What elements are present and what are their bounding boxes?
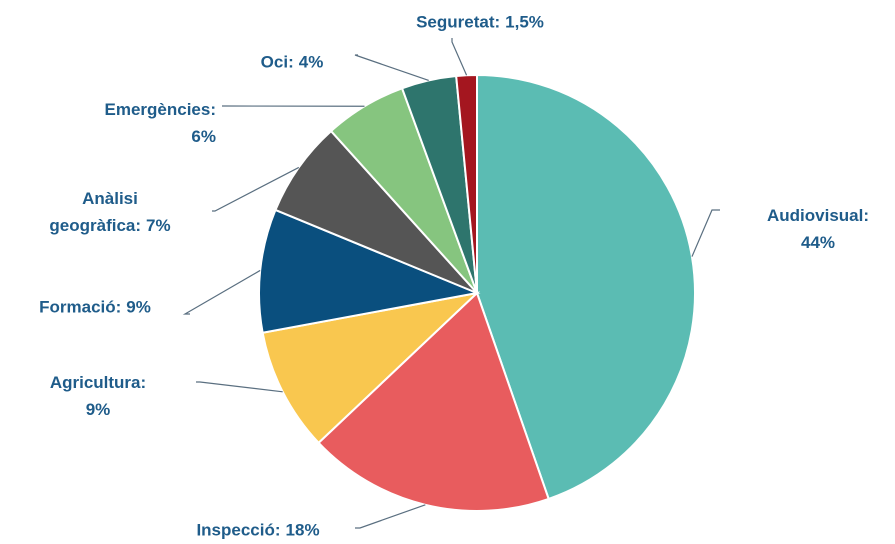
value-label: 1,5% — [505, 12, 544, 32]
slice-label: Inspecció: 18% — [158, 517, 358, 544]
category-label: Anàlisi geogràfica: — [49, 189, 142, 235]
category-label: Oci: — [260, 52, 294, 72]
leader-line — [355, 504, 426, 529]
leader-line — [451, 38, 468, 76]
category-label: Seguretat: — [416, 12, 501, 32]
value-label: 7% — [146, 216, 171, 235]
leader-line — [354, 54, 429, 81]
pie-slice — [476, 73, 696, 501]
slice-label: Seguretat: 1,5% — [370, 9, 590, 36]
value-label: 44% — [800, 233, 836, 252]
pie-slice — [261, 291, 481, 445]
value-label: 18% — [285, 520, 320, 540]
leader-line — [212, 166, 300, 212]
category-label: Inspecció: — [196, 520, 281, 540]
slice-label: Agricultura: 9% — [13, 369, 183, 423]
slice-label: Anàlisi geogràfica: 7% — [45, 185, 175, 239]
value-label: 9% — [85, 400, 111, 419]
category-label: Agricultura: — [49, 373, 147, 392]
value-label: 4% — [298, 52, 324, 72]
slice-label: Formació: 9% — [0, 294, 195, 321]
leader-line — [182, 269, 261, 315]
category-label: Audiovisual: — [766, 206, 869, 225]
value-label: 9% — [126, 297, 151, 317]
pie-slice — [258, 208, 481, 334]
slice-label: Emergències: 6% — [36, 96, 217, 150]
category-label: Emergències: — [104, 100, 217, 119]
slice-label: Audiovisual: 44% — [738, 202, 895, 256]
value-label: 6% — [191, 127, 216, 146]
pie-slice — [455, 73, 478, 294]
leader-line — [691, 209, 720, 257]
leader-line — [196, 381, 283, 393]
pie-slice — [317, 291, 550, 512]
slice-label: Oci: 4% — [222, 49, 362, 76]
category-label: Formació: — [39, 297, 122, 317]
